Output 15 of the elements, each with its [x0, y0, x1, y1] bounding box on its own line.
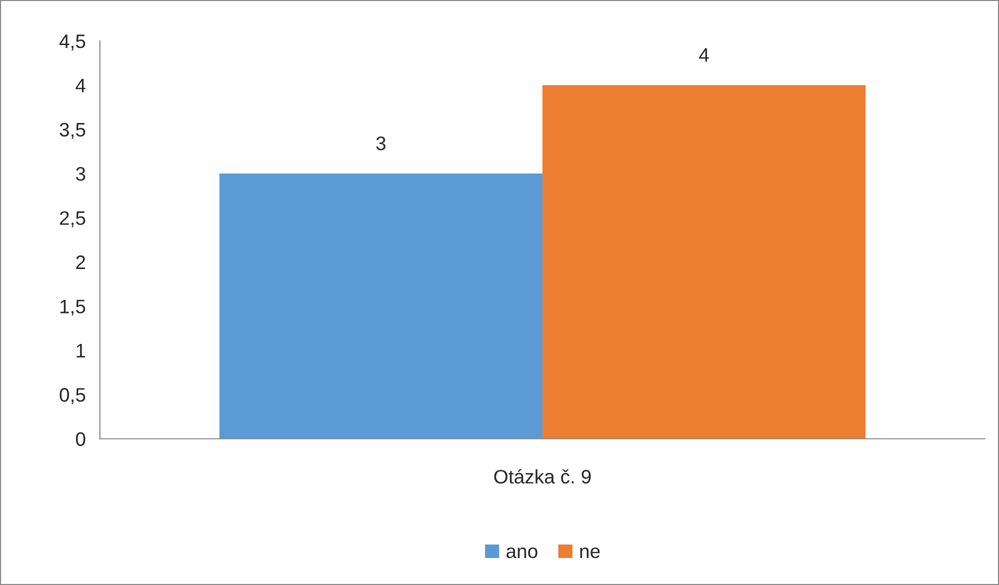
- y-tick-label: 2: [76, 255, 86, 269]
- y-tick-label: 3,5: [60, 122, 86, 139]
- y-tick-label: 1,5: [60, 300, 86, 316]
- y-tick-label: 0: [76, 432, 86, 446]
- data-label: 4: [699, 48, 709, 62]
- x-tick-label: Otázka č. 9: [494, 469, 591, 484]
- y-tick-label: 2,5: [60, 211, 86, 228]
- y-tick-label: 0,5: [60, 388, 86, 404]
- y-tick-label: 1: [76, 344, 86, 358]
- y-tick-label: 3: [76, 167, 86, 181]
- legend-label: ne: [580, 547, 600, 558]
- legend-label: ano: [506, 547, 538, 558]
- data-label: 3: [376, 136, 386, 150]
- y-tick-label: 4: [76, 78, 86, 92]
- y-tick-label: 4,5: [59, 34, 86, 50]
